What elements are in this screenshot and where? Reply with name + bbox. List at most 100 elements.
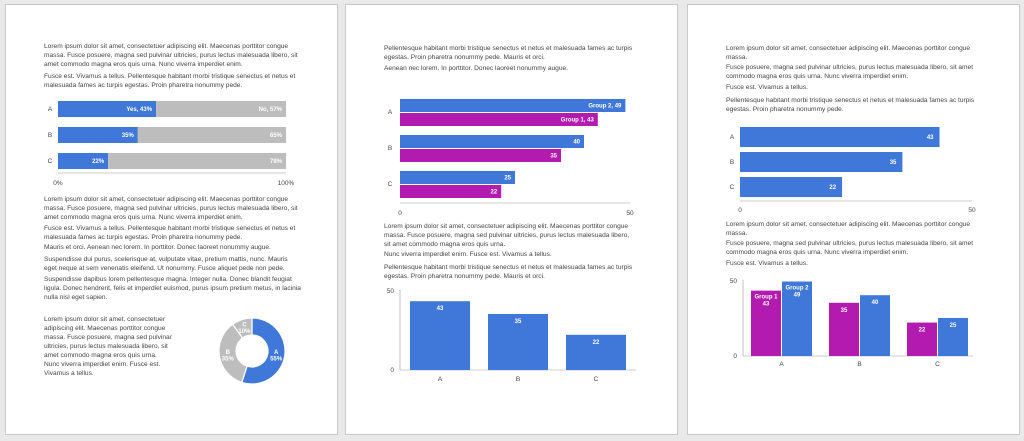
data-label: Group 1, 43	[561, 118, 595, 124]
bar	[400, 135, 584, 148]
paragraph: Suspendisse dapibus lorem pellentesque m…	[44, 276, 301, 301]
bar	[566, 334, 626, 370]
category-label: A	[48, 106, 53, 113]
bar	[400, 113, 598, 126]
category-label: C	[594, 376, 599, 383]
bar-segment	[108, 153, 286, 169]
data-label: Group 2	[785, 286, 809, 292]
bar	[410, 301, 470, 370]
data-label: 43	[927, 135, 934, 141]
tick-label: 0	[733, 353, 737, 360]
category-label: B	[857, 361, 861, 368]
tick-label: 0%	[53, 180, 63, 187]
document-page-1: Lorem ipsum dolor sit amet, consectetuer…	[5, 4, 338, 435]
tick-label: 50	[968, 207, 976, 214]
donut-chart: A55% B35% C10%	[218, 317, 286, 385]
paragraph: Pellentesque habitant morbi tristique se…	[384, 264, 633, 280]
data-label: 22	[829, 185, 836, 191]
data-label: 35	[890, 160, 897, 166]
slice-label: C	[242, 323, 247, 329]
data-label: 25	[950, 323, 957, 329]
category-label: C	[730, 184, 735, 191]
paragraph: Fusce est. Vivamus a tellus.	[726, 260, 808, 267]
data-label: 22	[491, 190, 498, 196]
paragraph: Pellentesque habitant morbi tristique se…	[384, 45, 633, 61]
slice-value: 35%	[222, 356, 235, 362]
data-label: 40	[573, 140, 580, 146]
stacked-percent-bar-chart: A Yes, 43% No, 57% B 35% 65% C 22% 78% 0% 100%	[48, 101, 295, 187]
paragraph: Fusce posuere, magna sed pulvinar ultric…	[726, 240, 974, 256]
tick-label: 50	[730, 278, 738, 285]
tick-label: 50	[387, 288, 395, 295]
data-label: Yes, 43%	[126, 107, 152, 113]
pie-slice	[231, 317, 253, 339]
data-label: 65%	[270, 133, 283, 139]
paragraph: Fusce posuere, magna sed pulvinar ultric…	[726, 64, 974, 80]
document-page-2: Pellentesque habitant morbi tristique se…	[345, 4, 678, 435]
paragraph: Nunc viverra imperdiet enim. Fusce est. …	[44, 361, 161, 377]
data-label: 35	[841, 308, 848, 314]
paragraph: Mauris et orci. Aenean nec lorem. In por…	[44, 244, 271, 251]
tick-label: 50	[626, 210, 634, 217]
data-label: 22%	[92, 159, 105, 165]
slice-value: 55%	[270, 356, 283, 362]
data-label: 35	[550, 154, 557, 160]
paragraph: Fusce est. Vivamus a tellus. Pellentesqu…	[44, 225, 296, 241]
data-label: 35%	[122, 133, 135, 139]
paragraph: Lorem ipsum dolor sit amet, consectetuer…	[726, 221, 971, 237]
paragraph: Fusce est. Vivamus a tellus.	[726, 84, 808, 91]
bar-segment	[156, 101, 286, 117]
bar	[488, 314, 548, 370]
slice-value: 10%	[238, 329, 251, 335]
data-label: 22	[919, 328, 926, 334]
tick-label: 0	[738, 207, 742, 214]
grouped-horizontal-bar-chart: A Group 2, 49 Group 1, 43 B 40 35 C 25 22 0 50	[388, 99, 634, 217]
bar	[400, 185, 502, 198]
data-label: 49	[794, 293, 801, 299]
data-label: 43	[437, 306, 444, 312]
horizontal-bar-chart: A 43 B 35 C 22 0 50	[730, 127, 976, 214]
bar	[400, 149, 561, 162]
category-label: C	[388, 181, 393, 188]
tick-label: 0	[398, 210, 402, 217]
category-label: B	[516, 376, 520, 383]
data-label: 43	[763, 302, 770, 308]
paragraph: Pellentesque habitant morbi tristique se…	[726, 97, 975, 113]
paragraph: Lorem ipsum dolor sit amet, consectetuer…	[44, 43, 298, 68]
paragraph: Lorem ipsum dolor sit amet, consectetuer…	[44, 316, 172, 359]
paragraph: Lorem ipsum dolor sit amet, consectetuer…	[726, 45, 971, 61]
paragraph: Lorem ipsum dolor sit amet, consectetuer…	[44, 196, 298, 221]
category-label: A	[438, 376, 443, 383]
bar	[400, 171, 515, 184]
column-chart: 50 0 43 A 35 B 22 C	[387, 288, 636, 383]
slice-label: B	[226, 350, 231, 356]
tick-label: 0	[390, 367, 394, 374]
bar	[829, 302, 859, 356]
bar	[740, 177, 843, 197]
tick-label: 100%	[278, 180, 295, 187]
data-label: Group 1	[754, 295, 778, 301]
category-label: B	[48, 132, 52, 139]
document-page-3: Lorem ipsum dolor sit amet, consectetuer…	[687, 4, 1020, 435]
category-label: A	[730, 134, 735, 141]
category-label: C	[48, 158, 53, 165]
data-label: 35	[515, 319, 522, 325]
bar-segment	[58, 101, 157, 117]
bar-segment	[58, 127, 138, 143]
bar	[938, 318, 968, 356]
data-label: Group 2, 49	[588, 104, 622, 110]
bar-segment	[137, 127, 286, 143]
paragraph: Lorem ipsum dolor sit amet, consectetuer…	[384, 223, 630, 248]
data-label: 22	[593, 340, 600, 346]
paragraph: Fusce est. Vivamus a tellus. Pellentesqu…	[44, 73, 296, 89]
slice-label: A	[274, 350, 279, 356]
bar	[751, 290, 781, 356]
pie-slice	[241, 317, 286, 385]
pie-slice	[218, 323, 248, 384]
bar	[740, 127, 940, 147]
bar-segment	[58, 153, 109, 169]
paragraph: Nunc viverra imperdiet enim. Fusce est. …	[384, 251, 552, 258]
bar	[860, 295, 890, 356]
grouped-column-chart: 50 0 Group 143 Group 249 A 35 40 B 22 25 C	[730, 278, 973, 368]
bar	[782, 281, 812, 356]
